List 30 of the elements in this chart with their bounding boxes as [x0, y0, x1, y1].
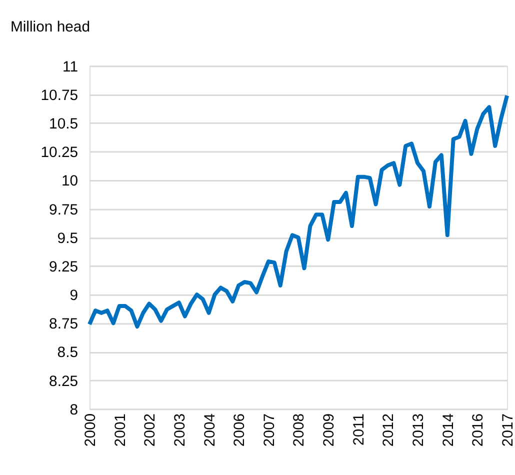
y-tick-label: 10 [61, 174, 78, 190]
y-tick-label: 8.75 [49, 316, 78, 333]
x-tick-label: 2016 [470, 413, 487, 447]
y-tick-label: 10.25 [40, 145, 78, 162]
x-tick-label: 2002 [142, 413, 159, 447]
line-series [87, 94, 510, 329]
x-tick-label: 2007 [262, 413, 278, 447]
y-tick-label: 9.75 [49, 202, 78, 218]
y-axis-title: Million head [10, 20, 90, 36]
x-tick-label: 2014 [440, 413, 457, 447]
x-tick-label: 2000 [82, 413, 99, 447]
y-tick-label: 9 [70, 288, 78, 304]
x-tick-label: 2012 [381, 413, 398, 447]
y-tick-label: 8.25 [49, 374, 78, 390]
x-tick-label: 2003 [172, 413, 188, 447]
y-tick-label: 10.5 [49, 116, 78, 133]
x-tick-label: 2011 [351, 413, 368, 446]
y-tick-label: 8 [70, 402, 78, 418]
x-tick-label: 2009 [322, 413, 338, 447]
x-tick-label: 2008 [292, 413, 308, 447]
x-tick-label: 2017 [500, 413, 515, 447]
x-tick-label: 2013 [411, 413, 428, 447]
x-tick-label: 2001 [112, 413, 129, 447]
y-tick-label: 9.5 [57, 230, 78, 247]
x-tick-label: 2006 [232, 413, 248, 447]
y-tick-label: 10.75 [40, 88, 78, 104]
y-tick-label: 11 [62, 59, 78, 76]
x-tick-label: 2004 [202, 413, 218, 447]
y-tick-label: 8.5 [57, 345, 78, 362]
y-tick-label: 9.25 [49, 259, 78, 276]
